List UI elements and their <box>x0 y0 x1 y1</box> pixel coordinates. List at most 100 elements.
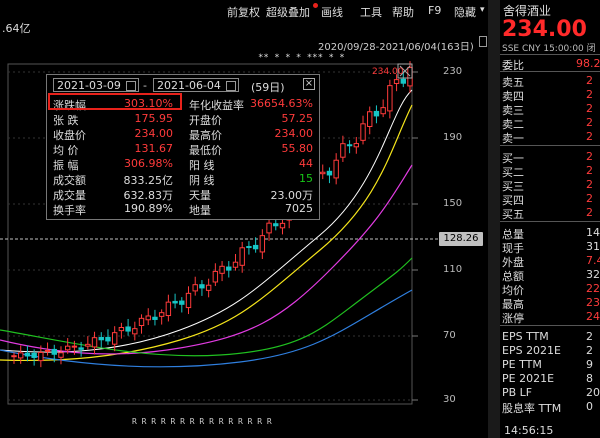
candle-body <box>78 347 84 350</box>
quote-label: 最高 <box>502 298 524 311</box>
candle-body <box>320 171 326 175</box>
quote-label: 卖五 <box>502 76 524 89</box>
quote-label: 卖四 <box>502 90 524 103</box>
stat-value: 833.25亿 <box>123 174 174 187</box>
stat-label: 最高价 <box>189 129 222 142</box>
quote-label: 卖三 <box>502 104 524 117</box>
menu-draw[interactable]: 画线 <box>321 6 343 19</box>
y-tick: 230 <box>443 66 463 77</box>
popup-close-icon[interactable]: × <box>303 78 315 90</box>
quote-label: EPS 2021E <box>502 344 562 357</box>
quote-value: 2 <box>586 116 593 129</box>
day-count: (59日) <box>251 81 285 94</box>
stat-value: 15 <box>299 172 313 185</box>
last-price: 234.00 <box>502 17 587 42</box>
stat-label: 年化收益率 <box>189 99 244 112</box>
stat-label: 阴 线 <box>189 174 215 187</box>
chart-close-box <box>397 63 413 79</box>
quote-label: 买二 <box>502 166 524 179</box>
quote-value: 241 <box>586 310 600 323</box>
stats-row: 张 跌 175.95 开盘价 57.25 <box>51 112 315 127</box>
interval-stats-popup: 2021-03-09 - 2021-06-04 (59日) × 涨跌幅 303.1… <box>46 74 320 220</box>
top-menu-bar: 前复权 超级叠加 画线 工具 帮助 F9 隐藏 ▾ <box>0 0 488 20</box>
stat-value: 190.89% <box>124 202 173 215</box>
clock-time: 14:56:15 <box>504 424 554 437</box>
candle-body <box>212 270 219 283</box>
stat-label: 阳 线 <box>189 159 215 172</box>
candle-body <box>111 332 118 345</box>
quote-value: 7.48 <box>586 254 600 267</box>
candle-body <box>85 343 91 347</box>
candle-body <box>326 170 333 176</box>
quote-label: 总量 <box>502 228 524 241</box>
candle-body <box>185 292 192 309</box>
quote-label: 买一 <box>502 152 524 165</box>
stat-value: 7025 <box>285 202 313 215</box>
candle-body <box>152 316 158 320</box>
candle-body <box>179 300 185 305</box>
quote-value: 14.38 <box>586 226 600 239</box>
y-tick: 150 <box>443 198 463 209</box>
stat-label: 换手率 <box>53 204 86 217</box>
candle-body <box>353 143 360 148</box>
candle-body <box>199 284 205 289</box>
candle-body <box>373 110 380 117</box>
stats-row: 收盘价 234.00 最高价 234.00 <box>51 127 315 142</box>
stat-label: 成交额 <box>53 174 86 187</box>
stat-value: 57.25 <box>281 112 314 125</box>
date-separator: - <box>143 79 147 92</box>
start-date-field[interactable]: 2021-03-09 <box>53 78 139 92</box>
y-tick: 110 <box>443 264 463 275</box>
quote-label: 股息率 TTM <box>502 402 562 415</box>
candle-body <box>192 284 198 292</box>
candle-body <box>165 301 172 317</box>
menu-help[interactable]: 帮助 <box>392 6 414 19</box>
candle-body <box>58 352 64 358</box>
stats-row: 振 幅 306.98% 阳 线 44 <box>51 157 315 172</box>
candle-body <box>380 107 386 115</box>
candle-body <box>246 246 252 249</box>
quote-label: 卖一 <box>502 132 524 145</box>
scroll-strip[interactable] <box>488 0 500 438</box>
candle-body <box>393 79 400 84</box>
current-price-tag: 128.26 <box>439 232 483 246</box>
end-date-field[interactable]: 2021-06-04 <box>153 78 239 92</box>
ma120-line <box>0 289 413 368</box>
candle-body <box>118 327 125 332</box>
ma5-line <box>0 89 413 353</box>
menu-overlay[interactable]: 超级叠加 <box>266 6 310 19</box>
hide-chevron-icon[interactable]: ▾ <box>480 5 485 15</box>
quote-value: 2 <box>586 150 593 163</box>
menu-hide[interactable]: 隐藏 <box>454 6 476 19</box>
candle-body <box>172 300 178 304</box>
candle-body <box>367 111 373 127</box>
menu-adjust[interactable]: 前复权 <box>227 6 260 19</box>
stat-label: 地量 <box>189 204 211 217</box>
quote-value: 226 <box>586 282 600 295</box>
quote-panel <box>500 0 600 438</box>
stat-value: 306.98% <box>124 157 173 170</box>
notify-dot-icon <box>313 3 318 8</box>
candle-body <box>18 352 24 359</box>
ma20-line <box>0 164 413 355</box>
quote-value: 2 <box>586 344 593 357</box>
candle-body <box>31 352 37 358</box>
quote-label: PB LF <box>502 386 533 399</box>
calendar-icon[interactable] <box>126 81 136 91</box>
chart-lock-icon[interactable] <box>479 36 487 47</box>
date-range-label: 2020/09/28-2021/06/04(163日) <box>318 42 474 53</box>
y-tick: 190 <box>443 132 463 143</box>
candle-body <box>132 328 138 335</box>
quote-value: 2 <box>586 330 593 343</box>
calendar-icon[interactable] <box>226 81 236 91</box>
quote-label: 涨停 <box>502 312 524 325</box>
quote-label: 总额 <box>502 270 524 283</box>
quote-label: 均价 <box>502 284 524 297</box>
stats-row: 成交量 632.83万 天量 23.00万 <box>51 187 315 202</box>
menu-f9[interactable]: F9 <box>428 4 442 17</box>
menu-tools[interactable]: 工具 <box>360 6 382 19</box>
stat-value: 131.67 <box>134 142 174 155</box>
wb-value: 98.2 <box>576 57 600 70</box>
quote-value: 234 <box>586 296 600 309</box>
candle-body <box>98 337 104 341</box>
